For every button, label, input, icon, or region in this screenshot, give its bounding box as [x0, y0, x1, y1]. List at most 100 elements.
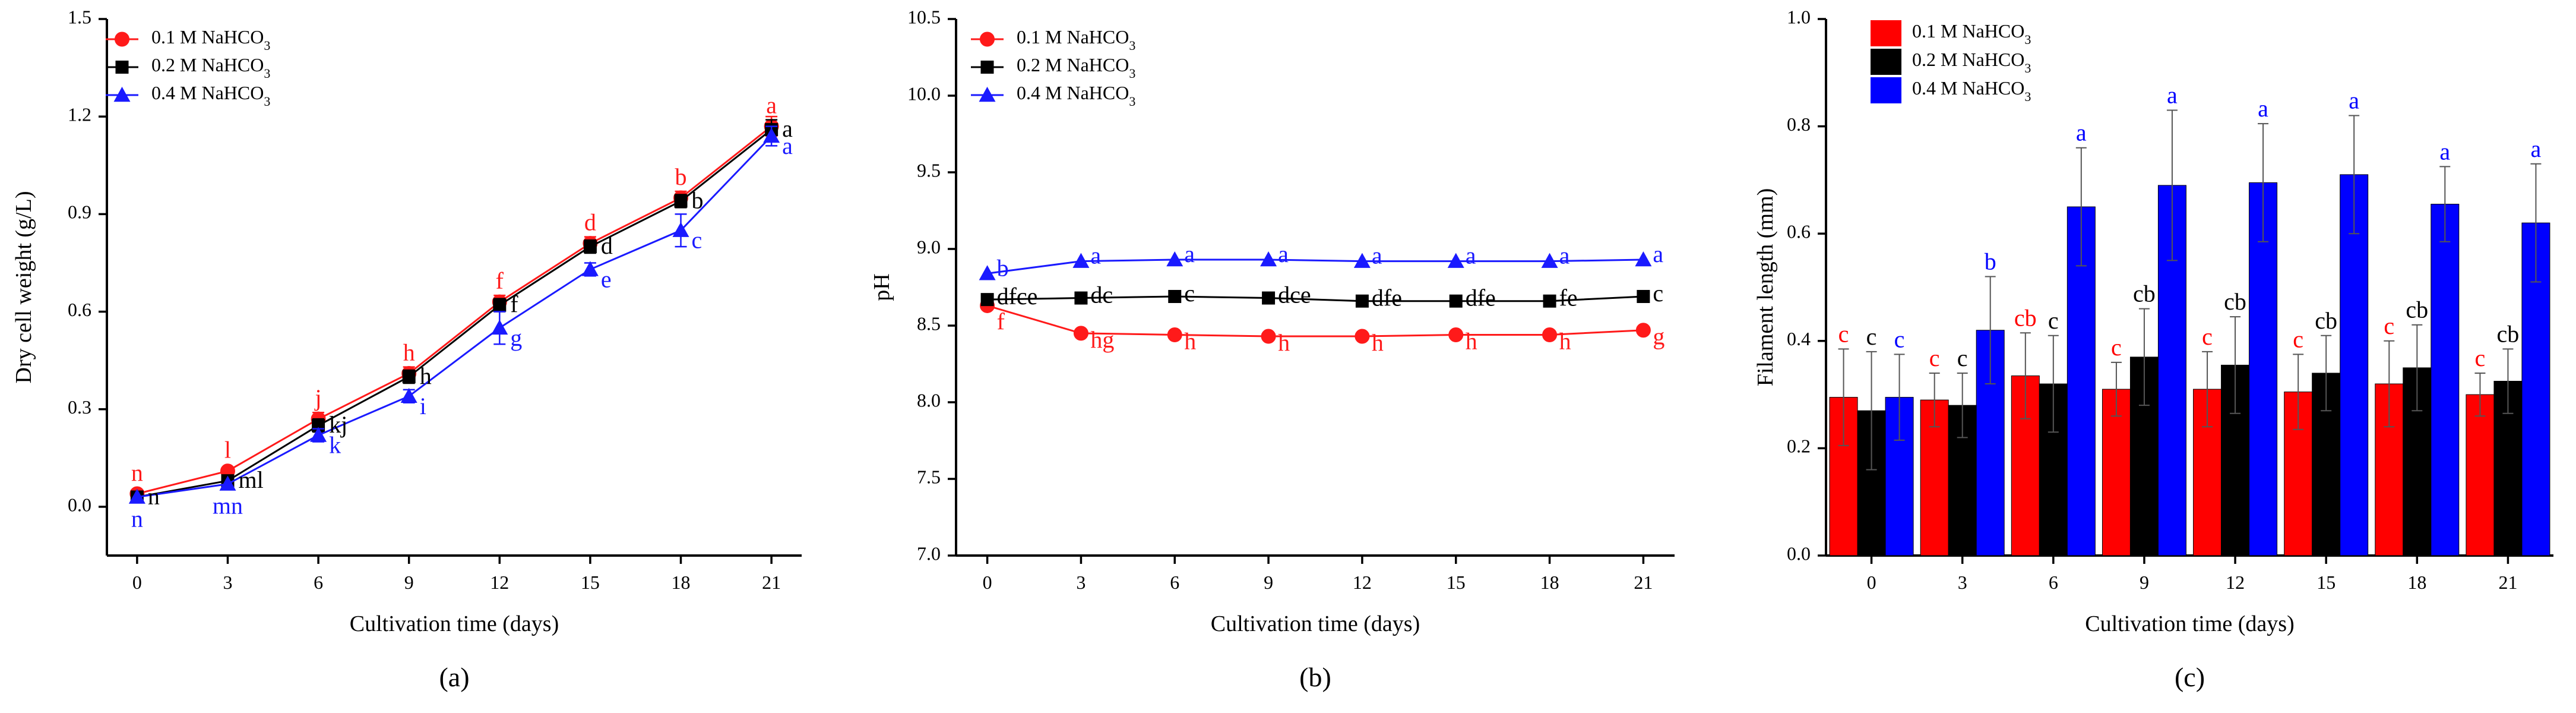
panel-c-filament-length-chart: 0.0 0.2 0.4 0.6 0.8 1.0 Cultivation time (days…	[1753, 6, 2553, 692]
significance-letter: cb	[2133, 280, 2156, 307]
series-line-1	[137, 125, 773, 495]
legend-marker	[113, 87, 131, 102]
data-point-2	[1074, 291, 1088, 305]
data-point-3	[219, 475, 236, 491]
data-point-3	[1072, 253, 1090, 268]
panel-label: (a)	[439, 662, 469, 692]
y-tick-label: 0.0	[68, 494, 91, 515]
data-point-2	[1168, 289, 1182, 303]
x-tick-label: 12	[490, 572, 509, 593]
significance-letter: h	[1559, 327, 1571, 354]
significance-letter: b	[997, 254, 1009, 281]
significance-letter: c	[1929, 345, 1940, 371]
y-tick-label: 8.5	[917, 313, 941, 334]
x-tick-label: 6	[314, 572, 323, 593]
legend-marker	[115, 31, 129, 47]
significance-letter: h	[403, 339, 415, 366]
legend-marker	[980, 31, 995, 47]
y-tick-label: 10.5	[907, 6, 941, 27]
significance-letter: a	[2258, 95, 2268, 122]
legend-label: 0.2 M NaHCO3	[1912, 49, 2031, 75]
significance-letter: f	[496, 267, 504, 294]
panel-b-ph-chart: 7.0 7.5 8.0 8.5 9.0 9.5 10.0 10.5 Cultivation ti…	[869, 6, 1675, 692]
significance-letter: h	[1466, 327, 1477, 354]
bar-3	[2340, 174, 2369, 556]
significance-letter: e	[601, 266, 612, 292]
x-tick-label: 21	[2498, 572, 2517, 593]
x-tick-label: 15	[1447, 572, 1466, 593]
y-tick-label: 0.4	[1787, 328, 1811, 349]
significance-letter: g	[510, 324, 522, 351]
series-line-3	[987, 258, 1644, 275]
significance-letter: c	[692, 227, 702, 254]
legend-label: 0.4 M NaHCO3	[151, 82, 270, 108]
data-point-2	[1355, 294, 1369, 308]
series-line-2	[137, 128, 773, 498]
x-tick-label: 0	[132, 572, 142, 593]
x-tick-label: 18	[2407, 572, 2426, 593]
significance-letter: c	[2384, 313, 2394, 339]
x-axis-title: Cultivation time (days)	[2085, 611, 2295, 636]
data-point-3	[1166, 251, 1183, 267]
y-tick-label: 7.5	[917, 466, 941, 487]
significance-letter: c	[2202, 323, 2213, 350]
significance-letter: a	[2076, 119, 2087, 146]
x-tick-label: 12	[1353, 572, 1372, 593]
significance-letter: k	[329, 432, 341, 459]
data-point-1	[1073, 326, 1088, 341]
significance-letter: b	[1985, 248, 1996, 275]
legend-marker	[115, 61, 129, 74]
significance-letter: j	[314, 384, 322, 411]
legend-label: 0.2 M NaHCO3	[151, 54, 270, 80]
y-tick-label: 9.0	[917, 236, 941, 257]
y-axis-title: pH	[869, 273, 894, 301]
significance-letter: cb	[2497, 320, 2520, 347]
x-tick-label: 9	[404, 572, 414, 593]
panel-a-dry-cell-weight-chart: 0.0 0.3 0.6 0.9 1.2 1.5 Cultivation time (days…	[11, 6, 802, 692]
significance-letter: a	[782, 115, 793, 142]
data-point-3	[128, 488, 145, 504]
legend-label: 0.4 M NaHCO3	[1017, 82, 1135, 108]
legend-label: 0.1 M NaHCO3	[1912, 20, 2031, 46]
x-tick-label: 3	[1958, 572, 1967, 593]
data-point-3	[1353, 253, 1371, 268]
data-point-2	[1543, 294, 1556, 308]
data-point-2	[1449, 294, 1463, 308]
x-tick-label: 3	[223, 572, 232, 593]
significance-letter: c	[2048, 307, 2059, 334]
significance-letter: g	[1653, 323, 1664, 350]
significance-letter: n	[131, 459, 143, 486]
data-point-2	[583, 240, 597, 254]
significance-letter: cb	[2224, 288, 2246, 315]
panel-label: (b)	[1299, 662, 1331, 692]
significance-letter: dce	[1278, 282, 1311, 308]
significance-letter: n	[131, 505, 143, 532]
significance-letter: a	[1653, 241, 1663, 267]
significance-letter: a	[1466, 242, 1476, 269]
panel-label: (c)	[2175, 662, 2205, 692]
significance-letter: kj	[329, 411, 347, 438]
significance-letter: c	[1838, 320, 1849, 347]
significance-letter: a	[1278, 241, 1289, 267]
significance-letter: h	[420, 362, 432, 389]
legend-label: 0.4 M NaHCO3	[1912, 77, 2031, 103]
y-axis-title: Dry cell weight (g/L)	[11, 191, 36, 384]
data-point-3	[1447, 253, 1464, 268]
y-tick-label: 0.0	[1787, 542, 1811, 564]
x-tick-label: 9	[1264, 572, 1273, 593]
legend-marker	[979, 87, 996, 102]
bar-1	[2466, 394, 2495, 556]
x-tick-label: 12	[2226, 572, 2245, 593]
significance-letter: h	[1184, 327, 1196, 354]
significance-letter: b	[692, 187, 704, 213]
significance-letter: dfe	[1466, 285, 1496, 311]
bar-1	[2102, 389, 2131, 556]
significance-letter: c	[2475, 345, 2486, 371]
data-point-3	[672, 222, 689, 237]
legend-label: 0.1 M NaHCO3	[1017, 26, 1135, 52]
y-tick-label: 8.0	[917, 389, 941, 411]
data-point-2	[1262, 291, 1276, 305]
significance-letter: a	[2349, 87, 2359, 114]
